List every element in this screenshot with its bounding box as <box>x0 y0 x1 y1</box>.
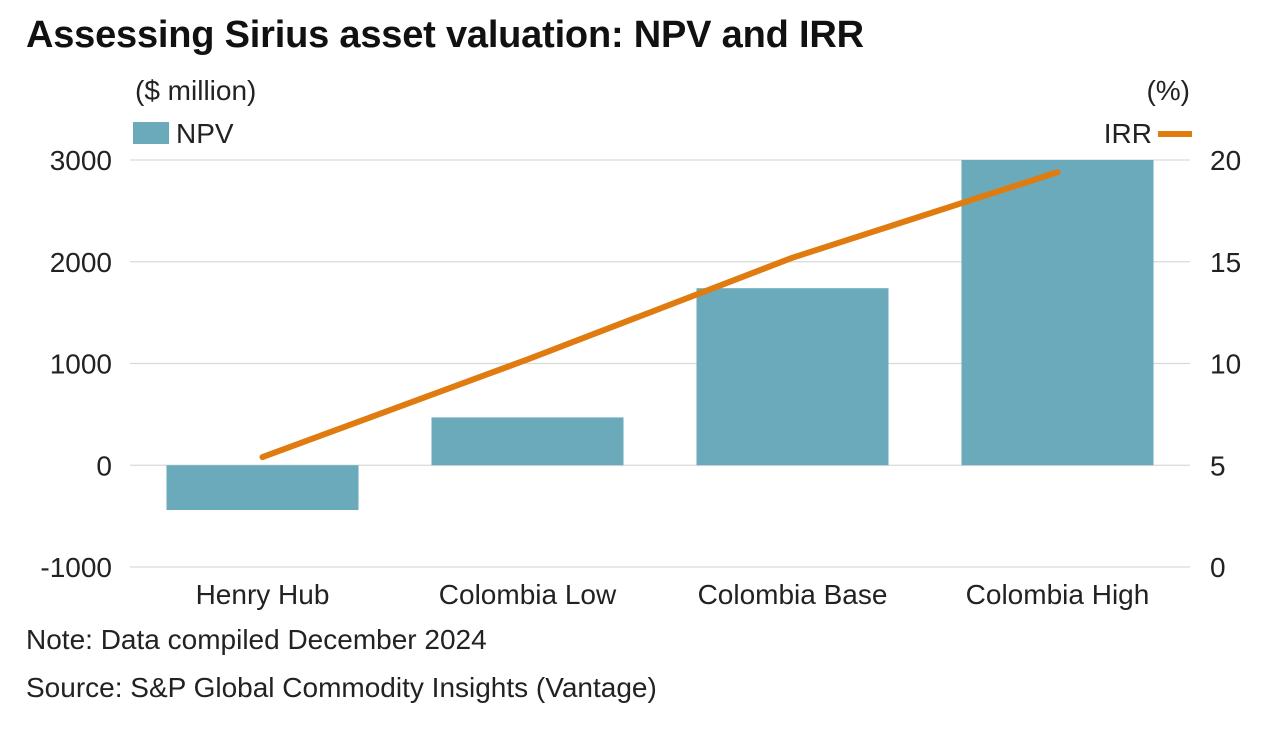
chart-source: Source: S&P Global Commodity Insights (V… <box>26 672 657 703</box>
left-tick-label: 1000 <box>50 349 112 380</box>
npv-bars <box>166 160 1154 511</box>
npv-bar <box>696 288 889 466</box>
category-label: Henry Hub <box>196 579 330 610</box>
npv-legend-swatch <box>133 122 169 144</box>
right-tick-label: 20 <box>1210 145 1241 176</box>
chart-note: Note: Data compiled December 2024 <box>26 624 487 655</box>
right-tick-label: 0 <box>1210 552 1226 583</box>
right-tick-label: 10 <box>1210 349 1241 380</box>
axis-labels: 3000 20 2000 15 1000 10 0 5 -1000 0 Henry Hub Colom… <box>40 145 1241 610</box>
left-tick-label: -1000 <box>40 552 112 583</box>
npv-bar <box>961 160 1154 466</box>
chart: 3000 20 2000 15 1000 10 0 5 -1000 0 Henry Hub Colom… <box>40 75 1241 610</box>
left-tick-label: 0 <box>96 450 112 481</box>
right-tick-label: 5 <box>1210 450 1226 481</box>
left-tick-label: 3000 <box>50 145 112 176</box>
category-label: Colombia High <box>966 579 1150 610</box>
category-label: Colombia Base <box>698 579 888 610</box>
left-axis-unit: ($ million) <box>135 75 256 106</box>
irr-line <box>259 169 1061 461</box>
npv-legend-label: NPV <box>176 118 234 149</box>
right-axis-unit: (%) <box>1146 75 1190 106</box>
left-tick-label: 2000 <box>50 247 112 278</box>
right-tick-label: 15 <box>1210 247 1241 278</box>
category-label: Colombia Low <box>439 579 617 610</box>
npv-bar <box>166 465 359 511</box>
irr-legend-label: IRR <box>1104 118 1152 149</box>
npv-bar <box>431 417 624 466</box>
chart-title: Assessing Sirius asset valuation: NPV an… <box>26 14 864 56</box>
irr-line-group <box>259 169 1061 461</box>
